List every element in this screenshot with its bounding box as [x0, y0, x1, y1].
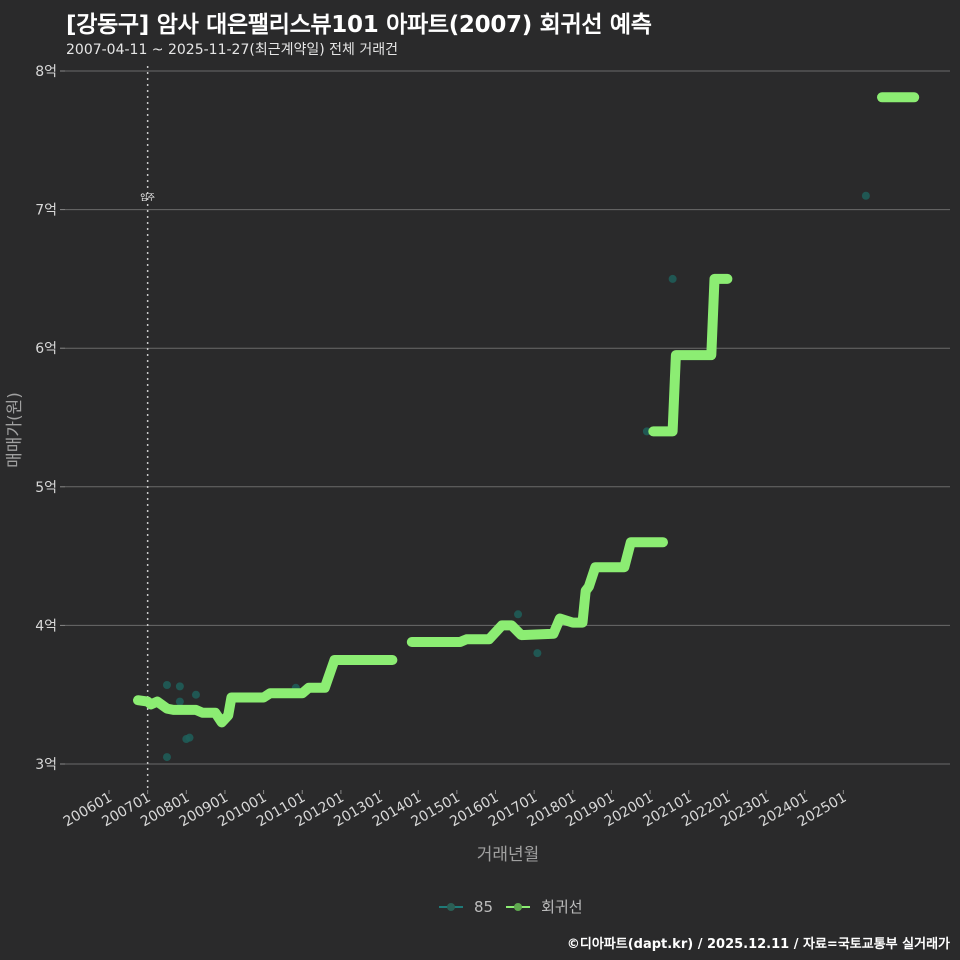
data-point [533, 649, 542, 658]
regression-segment [648, 273, 733, 437]
legend-item-regression[interactable]: 회귀선 [505, 896, 583, 917]
y-tick-label: 4억 [35, 618, 57, 634]
legend-key-85-icon [438, 900, 464, 914]
y-tick-label: 5억 [35, 480, 57, 496]
footer-credit: ©디아파트(dapt.kr) / 2025.12.11 / 자료=국토교통부 실… [566, 937, 950, 952]
data-point [162, 753, 171, 762]
svg-text:입주: 입주 [140, 193, 155, 202]
x-axis-label: 거래년월 [477, 845, 540, 865]
regression-line [133, 92, 920, 728]
regression-segment [133, 655, 398, 728]
y-axis-label: 매매가(원) [5, 392, 25, 468]
data-point [162, 680, 171, 689]
y-tick-label: 7억 [35, 203, 57, 219]
y-axis: 3억 4억 5억 6억 7억 8억 [35, 64, 65, 773]
legend-label-regression: 회귀선 [541, 898, 583, 916]
y-tick-label: 3억 [35, 757, 57, 773]
grid-lines [65, 70, 950, 765]
legend: 85 회귀선 [438, 896, 595, 917]
data-point [191, 690, 200, 699]
data-point [175, 697, 184, 706]
data-point [514, 610, 523, 619]
chart-title: [강동구] 암사 대은팰리스뷰101 아파트(2007) 회귀선 예측 [66, 12, 652, 38]
y-tick-label: 6억 [35, 341, 57, 357]
x-axis: 2006012007012008012009012010012011012012… [61, 790, 850, 831]
data-point [668, 274, 677, 283]
move-in-annotation: 입주 [140, 66, 155, 790]
data-point [175, 682, 184, 691]
scatter-points-85 [153, 191, 870, 762]
legend-key-regression-icon [505, 900, 531, 914]
legend-label-85: 85 [474, 897, 494, 916]
legend-item-85[interactable]: 85 [438, 898, 493, 916]
chart-subtitle: 2007-04-11 ~ 2025-11-27(최근계약일) 전체 거래건 [66, 42, 398, 58]
data-point [861, 191, 870, 200]
regression-segment [406, 537, 668, 647]
y-tick-label: 8억 [35, 64, 57, 80]
data-point [185, 733, 194, 742]
